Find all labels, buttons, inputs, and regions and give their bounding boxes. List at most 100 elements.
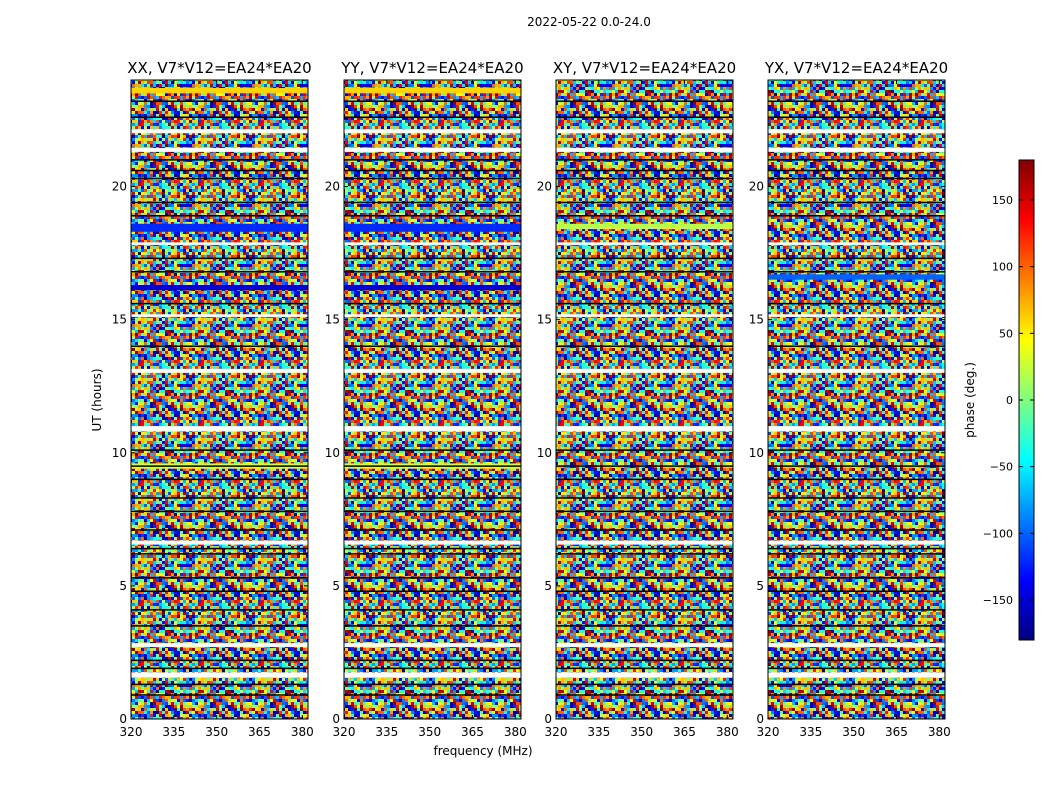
- flagged-gap: [768, 129, 945, 134]
- y-tick-label: 5: [332, 579, 340, 593]
- x-tick-label: 350: [630, 725, 653, 739]
- x-tick-label: 365: [461, 725, 484, 739]
- panels-layer: XX, V7*V12=EA24*EA20 320 335 350 365 380 0 5 10 1…: [112, 59, 951, 739]
- panel-3: XY, V7*V12=EA24*EA20 320 335 350 365 380 0 5 10 1…: [537, 59, 739, 739]
- phase-band: [344, 87, 521, 94]
- phase-band: [131, 285, 308, 291]
- phase-band: [131, 223, 308, 232]
- flagged-gap: [556, 426, 733, 432]
- y-tick-label: 15: [325, 313, 340, 327]
- y-tick-label: 5: [544, 579, 552, 593]
- x-tick-label: 335: [162, 725, 185, 739]
- flagged-gap: [556, 314, 733, 317]
- flagged-gap: [556, 368, 733, 373]
- flagged-gap: [344, 242, 521, 246]
- colorbar-tick-label: −50: [990, 461, 1013, 474]
- flagged-gap: [344, 314, 521, 317]
- panel-4: YX, V7*V12=EA24*EA20 320 335 350 365 380 0 5 10 1…: [749, 59, 951, 739]
- flagged-gap: [131, 147, 308, 152]
- y-tick-label: 0: [756, 712, 764, 726]
- colorbar-tick-label: 100: [992, 261, 1013, 274]
- flagged-gap: [556, 672, 733, 678]
- x-tick-label: 335: [587, 725, 610, 739]
- flagged-gap: [131, 314, 308, 317]
- y-tick-label: 10: [537, 446, 552, 460]
- flagged-gap: [131, 540, 308, 545]
- x-tick-label: 365: [885, 725, 908, 739]
- phase-band: [344, 223, 521, 232]
- colorbar: 150 100 50 0 −50 −100 −150: [983, 159, 1035, 641]
- panel-title: YX, V7*V12=EA24*EA20: [764, 59, 948, 77]
- flagged-gap: [344, 643, 521, 648]
- phase-band: [344, 285, 521, 291]
- x-tick-label: 320: [757, 725, 780, 739]
- figure-title: 2022-05-22 0.0-24.0: [527, 15, 651, 29]
- colorbar-tick-label: 150: [992, 194, 1013, 207]
- flagged-gap: [131, 368, 308, 373]
- flagged-gap: [768, 540, 945, 545]
- panel-frame: [767, 79, 946, 720]
- x-tick-label: 320: [333, 725, 356, 739]
- y-tick-label: 5: [756, 579, 764, 593]
- flagged-gap: [556, 129, 733, 134]
- x-tick-label: 380: [291, 725, 314, 739]
- colorbar-tick-label: −100: [983, 527, 1013, 540]
- flagged-gap: [556, 147, 733, 152]
- x-tick-label: 380: [504, 725, 527, 739]
- y-tick-label: 15: [749, 313, 764, 327]
- panel-noise-field: [344, 80, 521, 719]
- flagged-gap: [344, 147, 521, 152]
- panel-frame: [555, 79, 734, 720]
- x-tick-label: 350: [842, 725, 865, 739]
- flagged-gap: [131, 643, 308, 648]
- y-tick-label: 15: [537, 313, 552, 327]
- flagged-gap: [344, 129, 521, 134]
- flagged-gap: [768, 147, 945, 152]
- x-tick-label: 380: [716, 725, 739, 739]
- colorbar-tick-label: 0: [1006, 394, 1013, 407]
- x-tick-label: 380: [928, 725, 951, 739]
- y-tick-label: 20: [749, 180, 764, 194]
- y-tick-label: 20: [537, 180, 552, 194]
- y-tick-label: 10: [112, 446, 127, 460]
- panel-noise-field: [768, 80, 945, 719]
- y-tick-label: 0: [332, 712, 340, 726]
- flagged-gap: [768, 314, 945, 317]
- y-tick-label: 15: [112, 313, 127, 327]
- flagged-gap: [768, 672, 945, 678]
- x-tick-label: 335: [375, 725, 398, 739]
- colorbar-tick-label: −150: [983, 594, 1013, 607]
- flagged-gap: [344, 426, 521, 432]
- x-tick-label: 365: [248, 725, 271, 739]
- phase-band: [556, 223, 733, 230]
- x-tick-label: 350: [418, 725, 441, 739]
- flagged-gap: [131, 672, 308, 678]
- x-tick-label: 350: [205, 725, 228, 739]
- y-tick-label: 20: [112, 180, 127, 194]
- panel-frame: [343, 79, 522, 720]
- flagged-gap: [768, 368, 945, 373]
- y-tick-label: 10: [325, 446, 340, 460]
- colorbar-tick-label: 50: [999, 327, 1013, 340]
- flagged-gap: [131, 426, 308, 432]
- flagged-gap: [344, 540, 521, 545]
- flagged-gap: [768, 242, 945, 246]
- y-tick-label: 5: [119, 579, 127, 593]
- y-axis-label: UT (hours): [90, 368, 104, 431]
- y-tick-label: 20: [325, 180, 340, 194]
- panel-title: YY, V7*V12=EA24*EA20: [340, 59, 523, 77]
- x-tick-label: 320: [120, 725, 143, 739]
- panel-title: XY, V7*V12=EA24*EA20: [553, 59, 736, 77]
- panel-noise-field: [556, 80, 733, 719]
- panel-title: XX, V7*V12=EA24*EA20: [127, 59, 311, 77]
- x-tick-label: 365: [673, 725, 696, 739]
- flagged-gap: [131, 129, 308, 134]
- flagged-gap: [768, 643, 945, 648]
- colorbar-label: phase (deg.): [963, 362, 977, 438]
- flagged-gap: [344, 368, 521, 373]
- x-axis-label: frequency (MHz): [433, 744, 532, 758]
- panel-2: YY, V7*V12=EA24*EA20 320 335 350 365 380 0 5 10 1…: [325, 59, 527, 739]
- y-tick-label: 10: [749, 446, 764, 460]
- panel-noise-field: [131, 80, 308, 719]
